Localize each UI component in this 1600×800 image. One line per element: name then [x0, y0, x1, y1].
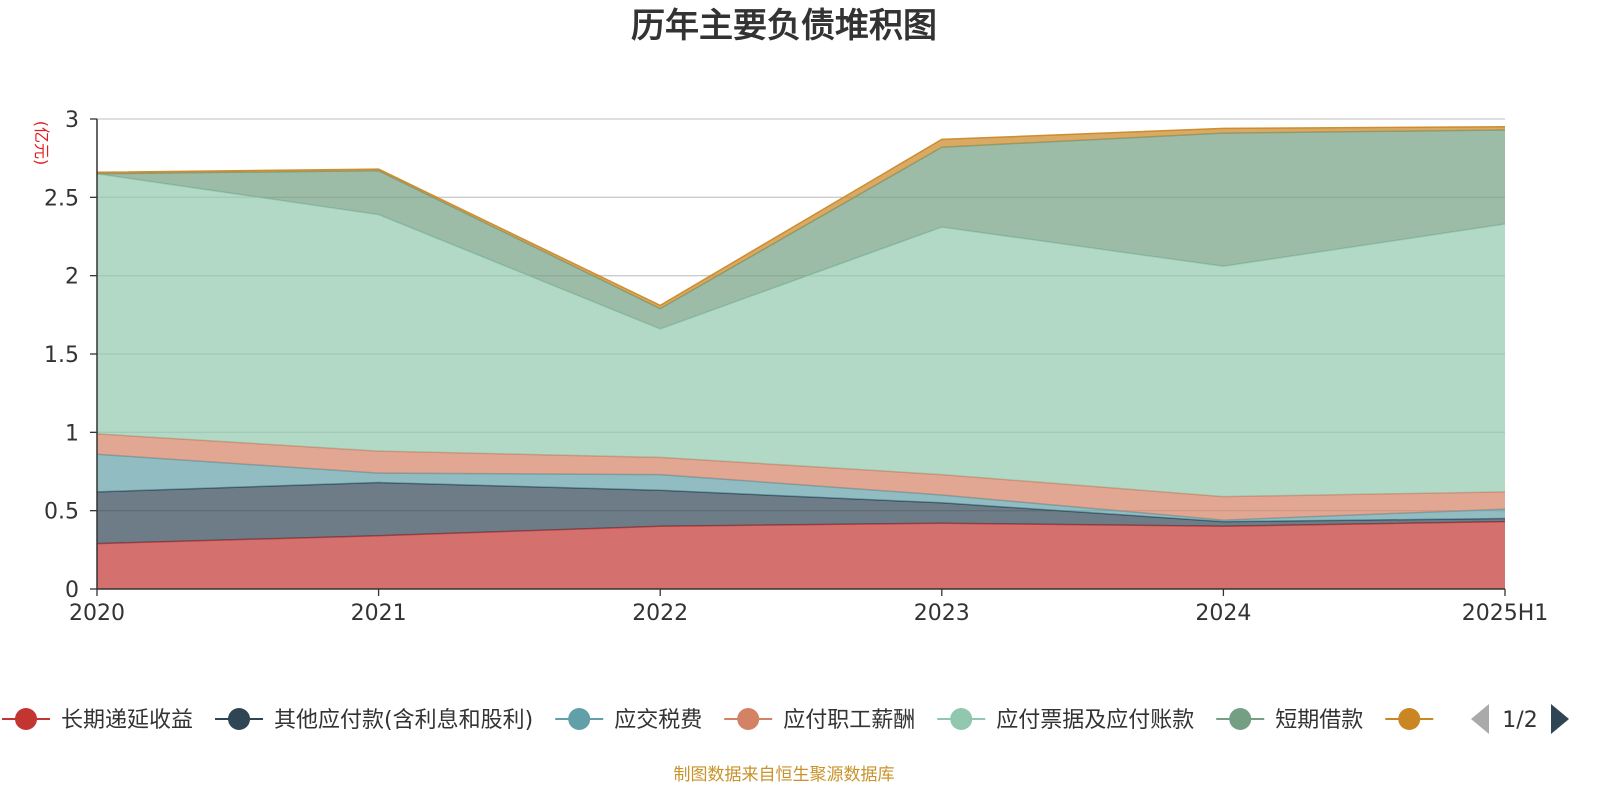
legend-item-2[interactable]: 应交税费 [555, 708, 702, 733]
legend-marker-icon [1398, 708, 1421, 730]
y-tick-label: 2.5 [44, 186, 79, 211]
x-tick-label: 2024 [1195, 601, 1251, 626]
legend-prev-page-icon[interactable] [1471, 704, 1489, 734]
legend-label: 长期递延收益 [61, 708, 193, 733]
legend-item-6[interactable] [1385, 708, 1434, 730]
area-series-5 [97, 130, 1505, 329]
legend-marker-icon [568, 708, 591, 730]
legend-page-indicator: 1/2 [1502, 708, 1537, 733]
legend-label: 短期借款 [1275, 708, 1363, 733]
legend-item-4[interactable]: 应付票据及应付账款 [937, 708, 1194, 733]
area-series-4 [97, 173, 1505, 497]
legend-item-0[interactable]: 长期递延收益 [2, 708, 193, 733]
legend-item-1[interactable]: 其他应付款(含利息和股利) [215, 708, 533, 733]
area-series-2 [97, 454, 1505, 522]
chart-title: 历年主要负债堆积图 [631, 6, 937, 46]
data-source-note: 制图数据来自恒生聚源数据库 [674, 765, 895, 785]
y-tick-label: 0.5 [44, 500, 79, 525]
axes: 0 0.5 1 1.5 2 2.5 3 2020 2021 2022 2023 2024 2025H1 [44, 108, 1548, 626]
legend-label: 应付票据及应付账款 [996, 708, 1194, 733]
y-axis-unit-label: (亿元) [32, 121, 51, 166]
legend-label: 应交税费 [614, 708, 702, 733]
legend-item-5[interactable]: 短期借款 [1216, 708, 1363, 733]
legend-marker-icon [15, 708, 37, 730]
area-series-line-6 [96, 126, 1506, 307]
x-tick-label: 2021 [351, 601, 407, 626]
legend-marker-icon [737, 708, 760, 730]
area-series-1 [97, 482, 1505, 544]
x-tick-label: 2022 [632, 601, 688, 626]
x-tick-label: 2023 [914, 601, 970, 626]
legend-label: 应付职工薪酬 [783, 708, 915, 733]
legend-marker-icon [228, 708, 251, 730]
legend-marker-icon [1229, 708, 1252, 730]
legend-next-page-icon[interactable] [1551, 704, 1569, 734]
x-tick-label: 2020 [69, 601, 125, 626]
stacked-areas [96, 126, 1506, 589]
legend-pager: 1/2 [1471, 704, 1569, 734]
legend-label: 其他应付款(含利息和股利) [274, 708, 533, 733]
legend: 长期递延收益 其他应付款(含利息和股利) 应交税费 应付职工薪酬 应付票据及应付账款 短期… [2, 708, 1434, 733]
area-series-3 [97, 433, 1505, 521]
x-tick-label: 2025H1 [1462, 601, 1549, 626]
y-tick-label: 2 [65, 265, 79, 290]
y-tick-label: 1 [65, 421, 79, 446]
legend-marker-icon [950, 708, 973, 730]
y-tick-label: 3 [65, 108, 79, 133]
area-series-0 [97, 521, 1505, 589]
y-tick-label: 1.5 [44, 343, 79, 368]
legend-item-3[interactable]: 应付职工薪酬 [724, 708, 915, 733]
y-tick-label: 0 [65, 578, 79, 603]
